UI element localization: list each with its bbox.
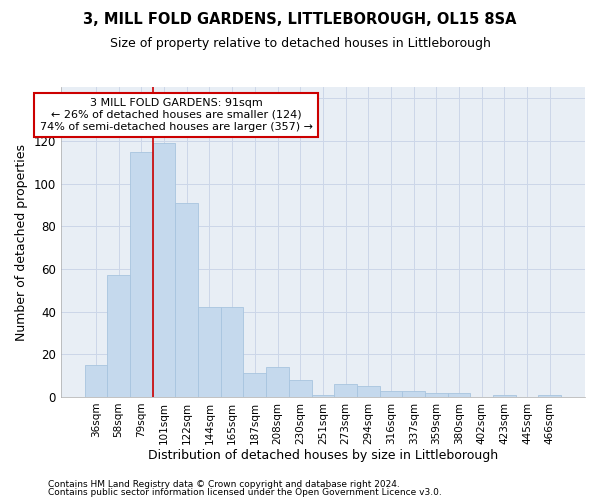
Bar <box>266 367 289 397</box>
Bar <box>289 380 311 397</box>
Text: 3 MILL FOLD GARDENS: 91sqm
← 26% of detached houses are smaller (124)
74% of sem: 3 MILL FOLD GARDENS: 91sqm ← 26% of deta… <box>40 98 313 132</box>
Bar <box>221 308 244 397</box>
X-axis label: Distribution of detached houses by size in Littleborough: Distribution of detached houses by size … <box>148 450 498 462</box>
Text: 3, MILL FOLD GARDENS, LITTLEBOROUGH, OL15 8SA: 3, MILL FOLD GARDENS, LITTLEBOROUGH, OL1… <box>83 12 517 28</box>
Text: Contains HM Land Registry data © Crown copyright and database right 2024.: Contains HM Land Registry data © Crown c… <box>48 480 400 489</box>
Bar <box>448 392 470 397</box>
Bar <box>425 392 448 397</box>
Bar <box>130 152 152 397</box>
Bar <box>198 308 221 397</box>
Bar <box>380 390 403 397</box>
Bar <box>334 384 357 397</box>
Text: Contains public sector information licensed under the Open Government Licence v3: Contains public sector information licen… <box>48 488 442 497</box>
Text: Size of property relative to detached houses in Littleborough: Size of property relative to detached ho… <box>110 38 490 51</box>
Bar <box>85 365 107 397</box>
Bar <box>403 390 425 397</box>
Y-axis label: Number of detached properties: Number of detached properties <box>15 144 28 340</box>
Bar <box>107 276 130 397</box>
Bar <box>244 374 266 397</box>
Bar <box>493 395 516 397</box>
Bar <box>175 202 198 397</box>
Bar <box>311 395 334 397</box>
Bar <box>152 143 175 397</box>
Bar <box>357 386 380 397</box>
Bar <box>538 395 561 397</box>
